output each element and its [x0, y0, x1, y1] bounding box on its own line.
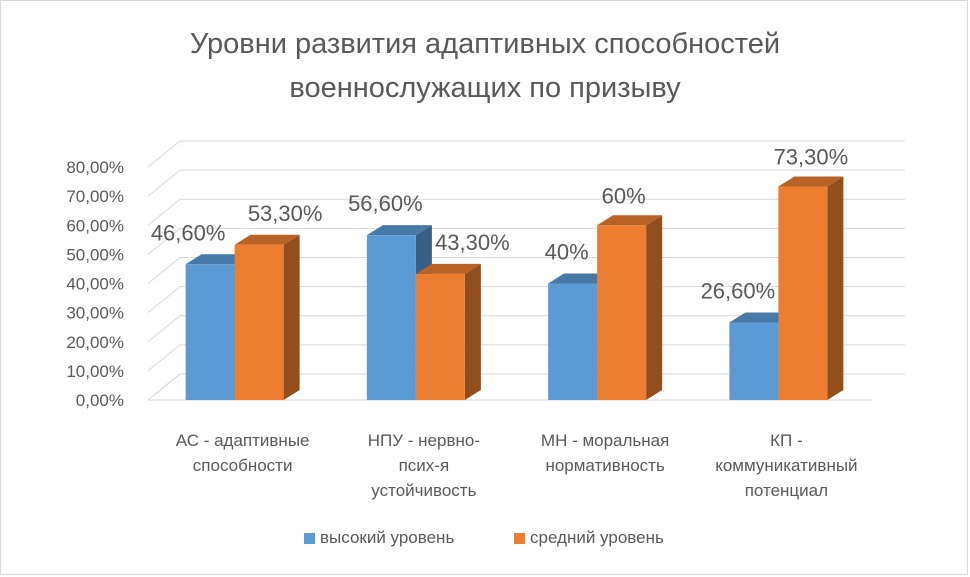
bar [366, 235, 416, 400]
category-label: псих-я [399, 456, 450, 475]
bar [597, 225, 647, 400]
category-label: НПУ - нервно- [368, 431, 480, 450]
y-tick-label: 80,00% [66, 158, 124, 177]
bar [729, 322, 779, 400]
legend-swatch [514, 533, 525, 544]
bar-side [464, 263, 481, 400]
category-label: коммуникативный [715, 456, 857, 475]
data-label: 46,60% [151, 220, 226, 245]
category-label: АС - адаптивные [176, 431, 310, 450]
chart-title-line-2: военнослужащих по призыву [289, 72, 681, 104]
bar-top [185, 254, 251, 265]
bar-top [415, 263, 481, 274]
bar [234, 244, 284, 400]
gridline-side [147, 257, 181, 284]
category-label: устойчивость [371, 481, 476, 500]
bar-top [597, 215, 663, 226]
y-tick-label: 40,00% [66, 275, 124, 294]
gridline-side [147, 227, 181, 255]
gridline-side [147, 286, 181, 314]
legend-label: высокий уровень [320, 528, 454, 547]
bar-top [548, 273, 614, 284]
gridline-side [147, 198, 181, 226]
chart-title-line-1: Уровни развития адаптивных способностей [189, 28, 781, 60]
y-tick-label: 50,00% [66, 245, 124, 264]
bar [778, 186, 828, 400]
legend-label: средний уровень [530, 528, 664, 547]
y-tick-label: 30,00% [66, 304, 124, 323]
bar-top [778, 176, 844, 187]
data-label: 56,60% [348, 191, 423, 216]
bar-side [283, 234, 300, 400]
category-label: способности [193, 456, 293, 475]
bar [548, 283, 598, 400]
y-tick-label: 10,00% [66, 362, 124, 381]
data-label: 73,30% [774, 145, 849, 170]
category-label: потенциал [745, 481, 828, 500]
data-label: 26,60% [701, 279, 776, 304]
floor-side-edge [147, 373, 181, 401]
category-label: нормативность [545, 456, 665, 475]
y-tick-label: 20,00% [66, 333, 124, 352]
data-label: 60% [602, 183, 646, 208]
data-label: 53,30% [248, 201, 323, 226]
y-tick-label: 70,00% [66, 187, 124, 206]
bar-top [366, 225, 432, 236]
y-tick-label: 60,00% [66, 216, 124, 235]
y-tick-label: 0,00% [76, 391, 124, 410]
data-label: 40% [545, 240, 589, 265]
data-label: 43,30% [435, 230, 510, 255]
bar [185, 264, 235, 400]
gridline-side [147, 140, 181, 168]
bar-side [827, 176, 844, 400]
bar-side [646, 215, 663, 400]
bar-top [729, 312, 795, 323]
gridline-side [147, 169, 181, 197]
bar-top [234, 234, 300, 245]
gridline-side [147, 315, 181, 343]
category-label: КП - [770, 431, 803, 450]
legend-swatch [304, 533, 315, 544]
gridline-side [147, 344, 181, 372]
bar [415, 273, 465, 400]
category-label: МН - моральная [541, 431, 669, 450]
